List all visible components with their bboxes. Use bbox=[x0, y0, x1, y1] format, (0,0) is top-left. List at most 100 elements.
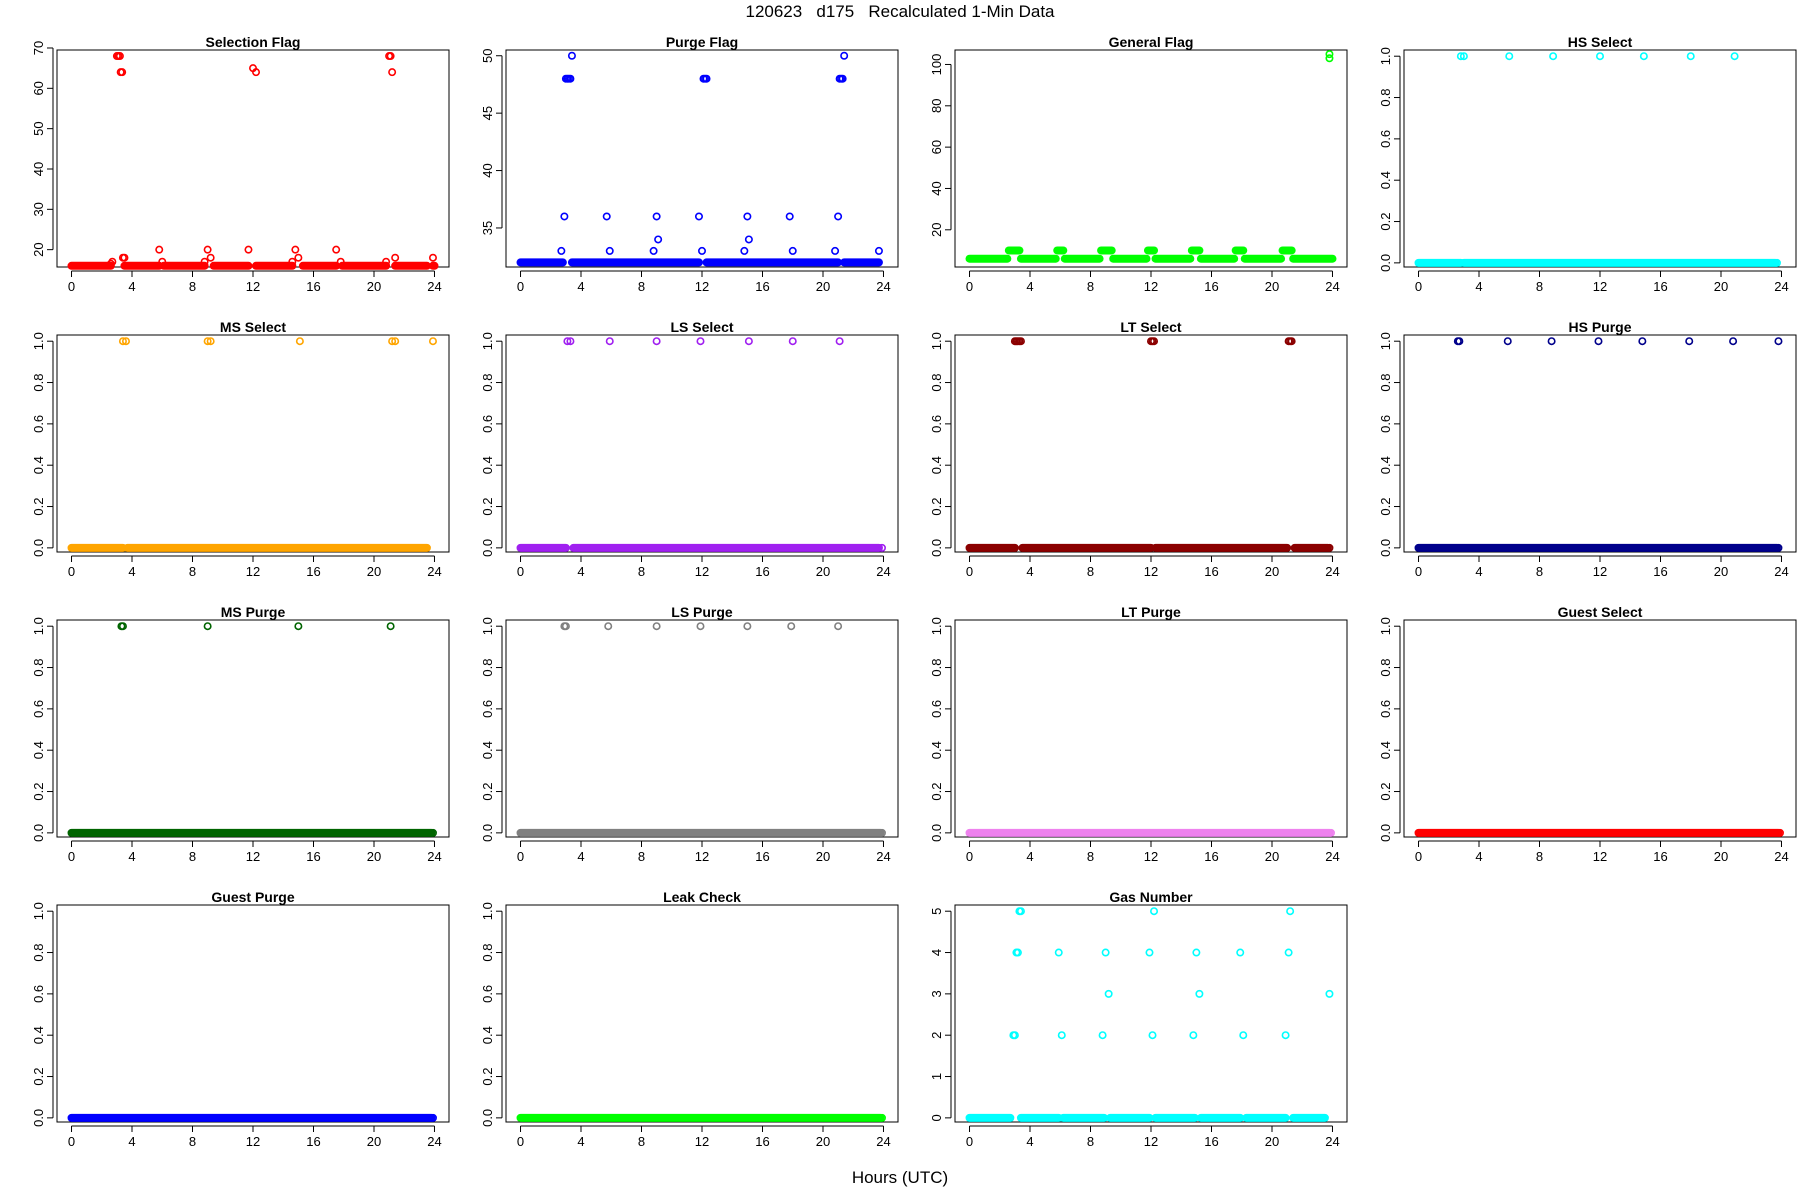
x-tick-label: 20 bbox=[816, 564, 830, 579]
panel-title: Guest Select bbox=[1558, 604, 1643, 620]
data-point bbox=[787, 622, 796, 631]
x-tick-label: 16 bbox=[1204, 279, 1218, 294]
x-tick-label: 0 bbox=[1415, 279, 1422, 294]
data-point bbox=[386, 622, 395, 631]
data-point bbox=[120, 253, 129, 262]
data-point bbox=[877, 543, 886, 552]
y-tick-label: 0.2 bbox=[929, 782, 944, 800]
x-tick-label: 16 bbox=[306, 279, 320, 294]
y-tick-label: 100 bbox=[929, 54, 944, 76]
y-tick-label: 0.0 bbox=[31, 539, 46, 557]
data-point bbox=[428, 253, 437, 262]
y-tick-label: 1.0 bbox=[480, 902, 495, 920]
y-tick-label: 0.8 bbox=[929, 373, 944, 391]
y-tick-label: 1.0 bbox=[480, 617, 495, 635]
data-point bbox=[428, 828, 437, 837]
panel-title: Gas Number bbox=[1109, 889, 1193, 905]
x-tick-label: 4 bbox=[1026, 849, 1033, 864]
panel-general-flag: General Flag 0 4 8 12 16 20 24 20 40 60 80 100 bbox=[929, 34, 1348, 294]
data-point bbox=[155, 245, 164, 254]
x-tick-label: 8 bbox=[638, 279, 645, 294]
y-tick-label: 0.2 bbox=[31, 497, 46, 515]
x-tick-label: 20 bbox=[367, 564, 381, 579]
data-point bbox=[785, 212, 794, 221]
y-tick-label: 1.0 bbox=[1378, 617, 1393, 635]
panel-title: MS Select bbox=[220, 319, 286, 335]
y-tick-label: 0.4 bbox=[31, 741, 46, 759]
x-tick-label: 16 bbox=[755, 849, 769, 864]
x-tick-label: 20 bbox=[1714, 564, 1728, 579]
y-tick-label: 1 bbox=[929, 1073, 944, 1080]
y-tick-label: 0.6 bbox=[31, 700, 46, 718]
data-point bbox=[740, 246, 749, 255]
data-point bbox=[1639, 52, 1648, 61]
data-point bbox=[391, 337, 400, 346]
plot-frame bbox=[56, 904, 450, 1123]
data-point bbox=[1325, 54, 1334, 63]
x-tick-label: 24 bbox=[1325, 279, 1339, 294]
y-tick-label: 70 bbox=[31, 41, 46, 55]
panel-title: Leak Check bbox=[663, 889, 741, 905]
y-tick-label: 0.6 bbox=[480, 700, 495, 718]
y-tick-label: 0.2 bbox=[480, 782, 495, 800]
data-point bbox=[877, 828, 886, 837]
data-point bbox=[1016, 907, 1025, 916]
x-tick-label: 16 bbox=[1204, 849, 1218, 864]
y-tick-label: 0.6 bbox=[1378, 130, 1393, 148]
y-tick-label: 35 bbox=[480, 221, 495, 235]
data-point bbox=[1016, 337, 1025, 346]
y-tick-label: 80 bbox=[929, 99, 944, 113]
y-tick-label: 0.4 bbox=[31, 1026, 46, 1044]
x-tick-label: 20 bbox=[1265, 564, 1279, 579]
y-tick-label: 0.4 bbox=[929, 456, 944, 474]
y-tick-label: 0.2 bbox=[31, 782, 46, 800]
x-tick-label: 16 bbox=[306, 1134, 320, 1149]
data-point bbox=[1101, 948, 1110, 957]
x-tick-label: 24 bbox=[427, 849, 441, 864]
x-tick-label: 12 bbox=[695, 279, 709, 294]
x-tick-label: 16 bbox=[755, 279, 769, 294]
y-tick-label: 0.2 bbox=[480, 497, 495, 515]
data-point bbox=[1145, 948, 1154, 957]
data-point bbox=[1192, 948, 1201, 957]
y-tick-label: 1.0 bbox=[1378, 332, 1393, 350]
data-point bbox=[200, 257, 209, 266]
plot-frame bbox=[56, 49, 450, 268]
x-tick-label: 0 bbox=[966, 1134, 973, 1149]
y-tick-label: 3 bbox=[929, 990, 944, 997]
x-tick-label: 8 bbox=[1536, 564, 1543, 579]
y-tick-label: 1.0 bbox=[929, 332, 944, 350]
x-tick-label: 20 bbox=[1714, 279, 1728, 294]
data-point bbox=[652, 337, 661, 346]
y-tick-label: 60 bbox=[929, 140, 944, 154]
plot-frame bbox=[954, 904, 1348, 1123]
data-point bbox=[1281, 1031, 1290, 1040]
x-tick-label: 0 bbox=[68, 564, 75, 579]
data-point bbox=[1236, 948, 1245, 957]
x-tick-label: 8 bbox=[1087, 849, 1094, 864]
y-tick-label: 0.2 bbox=[1378, 497, 1393, 515]
x-tick-label: 4 bbox=[1026, 564, 1033, 579]
y-tick-label: 0.8 bbox=[1378, 658, 1393, 676]
x-tick-label: 8 bbox=[1087, 279, 1094, 294]
y-tick-label: 0.6 bbox=[1378, 415, 1393, 433]
data-point bbox=[1150, 337, 1159, 346]
x-tick-label: 16 bbox=[1653, 564, 1667, 579]
data-point bbox=[605, 246, 614, 255]
data-point bbox=[336, 257, 345, 266]
x-tick-label: 8 bbox=[1087, 1134, 1094, 1149]
data-point bbox=[605, 337, 614, 346]
x-tick-label: 0 bbox=[517, 849, 524, 864]
data-point bbox=[1685, 337, 1694, 346]
y-tick-label: 0.0 bbox=[1378, 824, 1393, 842]
panel-guest-purge: Guest Purge 0 4 8 12 16 20 24 0.0 0.2 0.4 0.6 0.8 1.0 bbox=[31, 889, 450, 1149]
data-point bbox=[295, 337, 304, 346]
data-point bbox=[388, 68, 397, 77]
y-tick-label: 0.0 bbox=[480, 1109, 495, 1127]
y-tick-label: 30 bbox=[31, 202, 46, 216]
x-tick-label: 0 bbox=[517, 1134, 524, 1149]
panel-guest-select: Guest Select 0 4 8 12 16 20 24 0.0 0.2 0.4 0.6 0.8 1.… bbox=[1378, 604, 1797, 864]
y-tick-label: 0.4 bbox=[480, 1026, 495, 1044]
x-tick-label: 24 bbox=[1774, 849, 1788, 864]
y-tick-label: 0.2 bbox=[1378, 212, 1393, 230]
